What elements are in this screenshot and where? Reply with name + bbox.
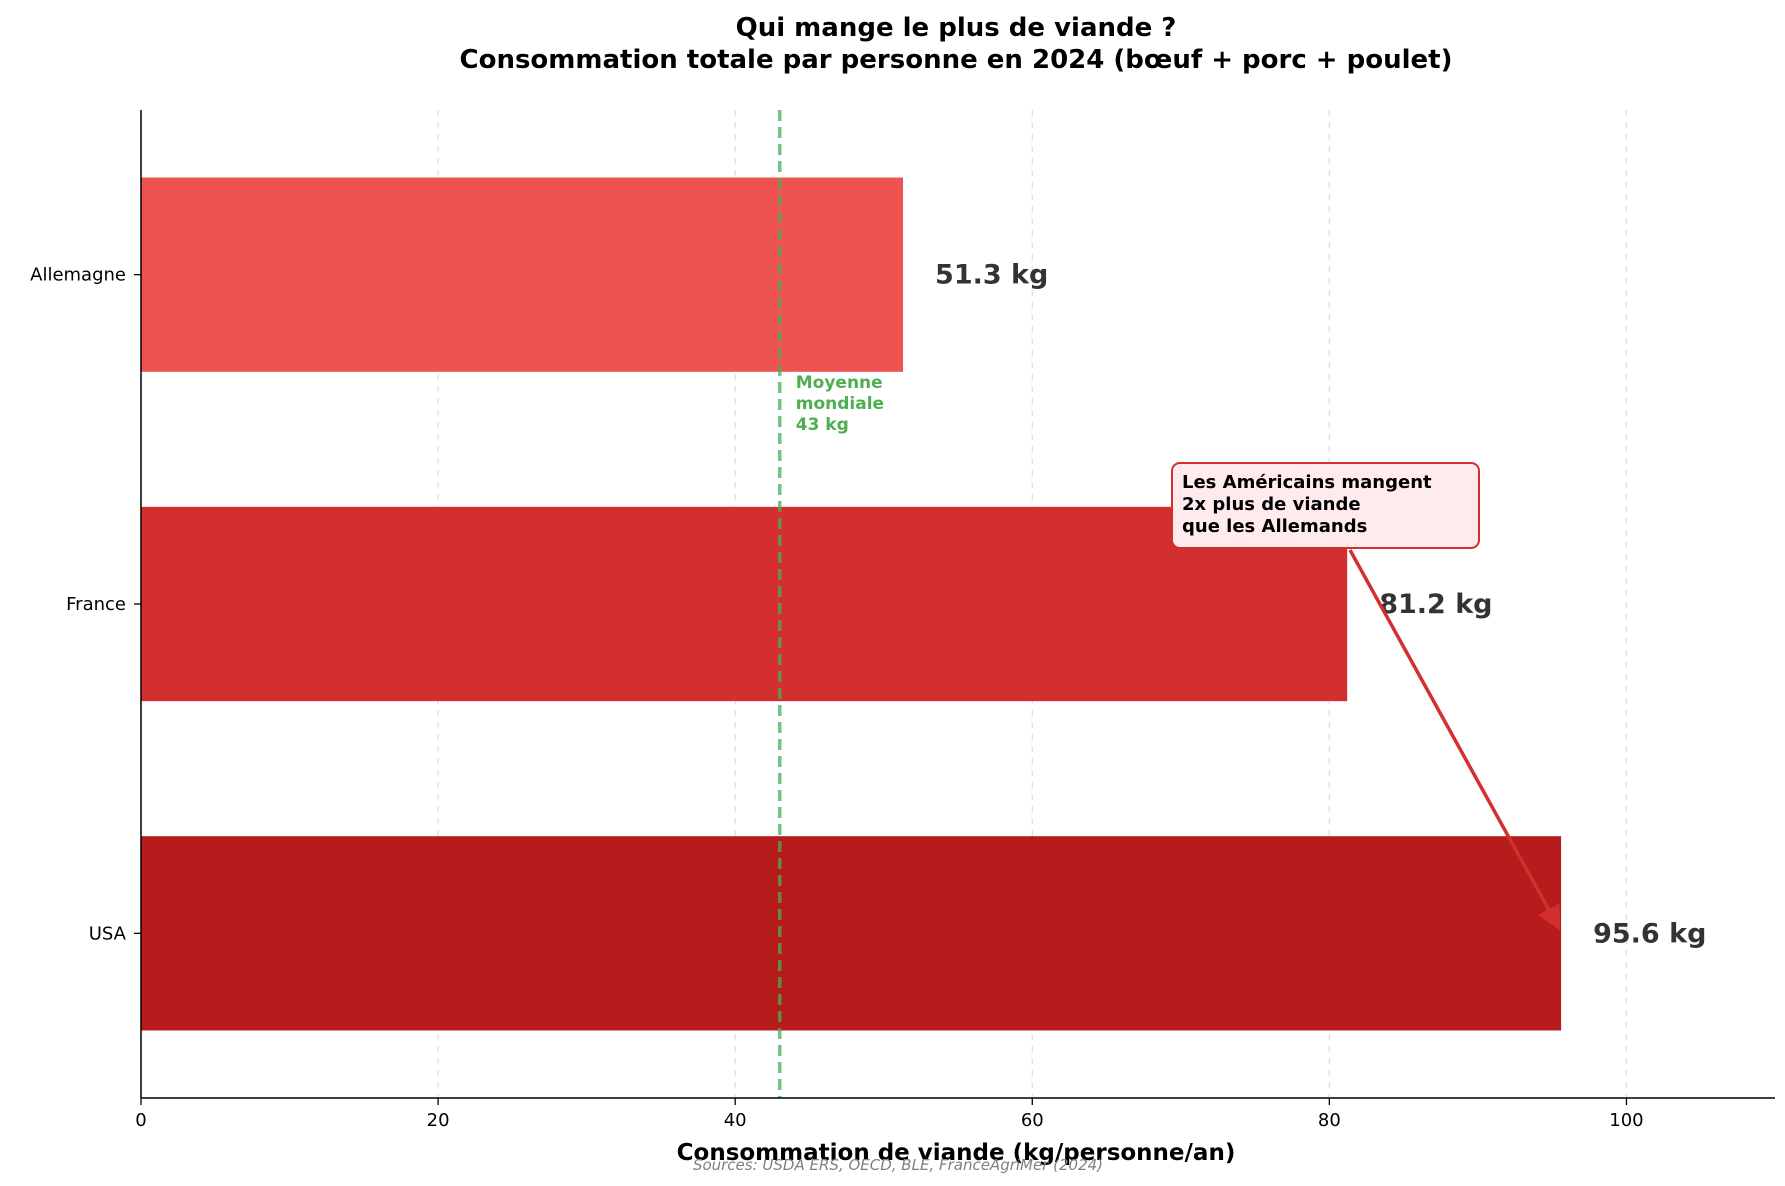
y-tick-label-france: France — [66, 594, 126, 615]
reference-label-line-2: mondiale — [796, 394, 884, 414]
annotation-text-line-1: Les Américains mangent — [1182, 472, 1432, 493]
reference-label-line-1: Moyenne — [796, 373, 883, 393]
chart-subtitle: Consommation totale par personne en 2024… — [460, 45, 1453, 75]
bar-usa — [141, 836, 1562, 1031]
reference-label-line-3: 43 kg — [796, 415, 849, 435]
bar-france — [141, 506, 1348, 702]
value-labels: 51.3 kg 81.2 kg 95.6 kg — [935, 260, 1706, 950]
x-tick-label-0: 0 — [135, 1110, 146, 1131]
x-ticks: 0 20 40 60 80 100 — [135, 1098, 1644, 1131]
y-category-labels: Allemagne France USA — [30, 265, 141, 944]
bar-allemagne — [141, 177, 904, 372]
x-tick-label-40: 40 — [724, 1110, 747, 1131]
annotation-box — [1171, 462, 1480, 549]
annotation-text-line-3: que les Allemands — [1182, 516, 1367, 537]
value-label-france: 81.2 kg — [1379, 589, 1492, 620]
x-tick-label-60: 60 — [1021, 1110, 1044, 1131]
source-note: Sources: USDA ERS, OECD, BLE, FranceAgri… — [693, 1156, 1103, 1174]
y-tick-label-allemagne: Allemagne — [30, 265, 126, 286]
annotation-arrow — [1348, 549, 1561, 931]
bars — [141, 177, 1562, 1031]
annotation-text-line-2: 2x plus de viande — [1182, 494, 1361, 515]
x-tick-label-100: 100 — [1609, 1110, 1643, 1131]
x-tick-label-80: 80 — [1318, 1110, 1341, 1131]
value-label-allemagne: 51.3 kg — [935, 260, 1048, 291]
value-label-usa: 95.6 kg — [1593, 918, 1706, 949]
y-tick-label-usa: USA — [89, 923, 127, 944]
x-tick-label-20: 20 — [427, 1110, 450, 1131]
x-axis-label: Consommation de viande (kg/personne/an) — [677, 1140, 1236, 1166]
chart-title: Qui mange le plus de viande ? — [736, 13, 1177, 43]
